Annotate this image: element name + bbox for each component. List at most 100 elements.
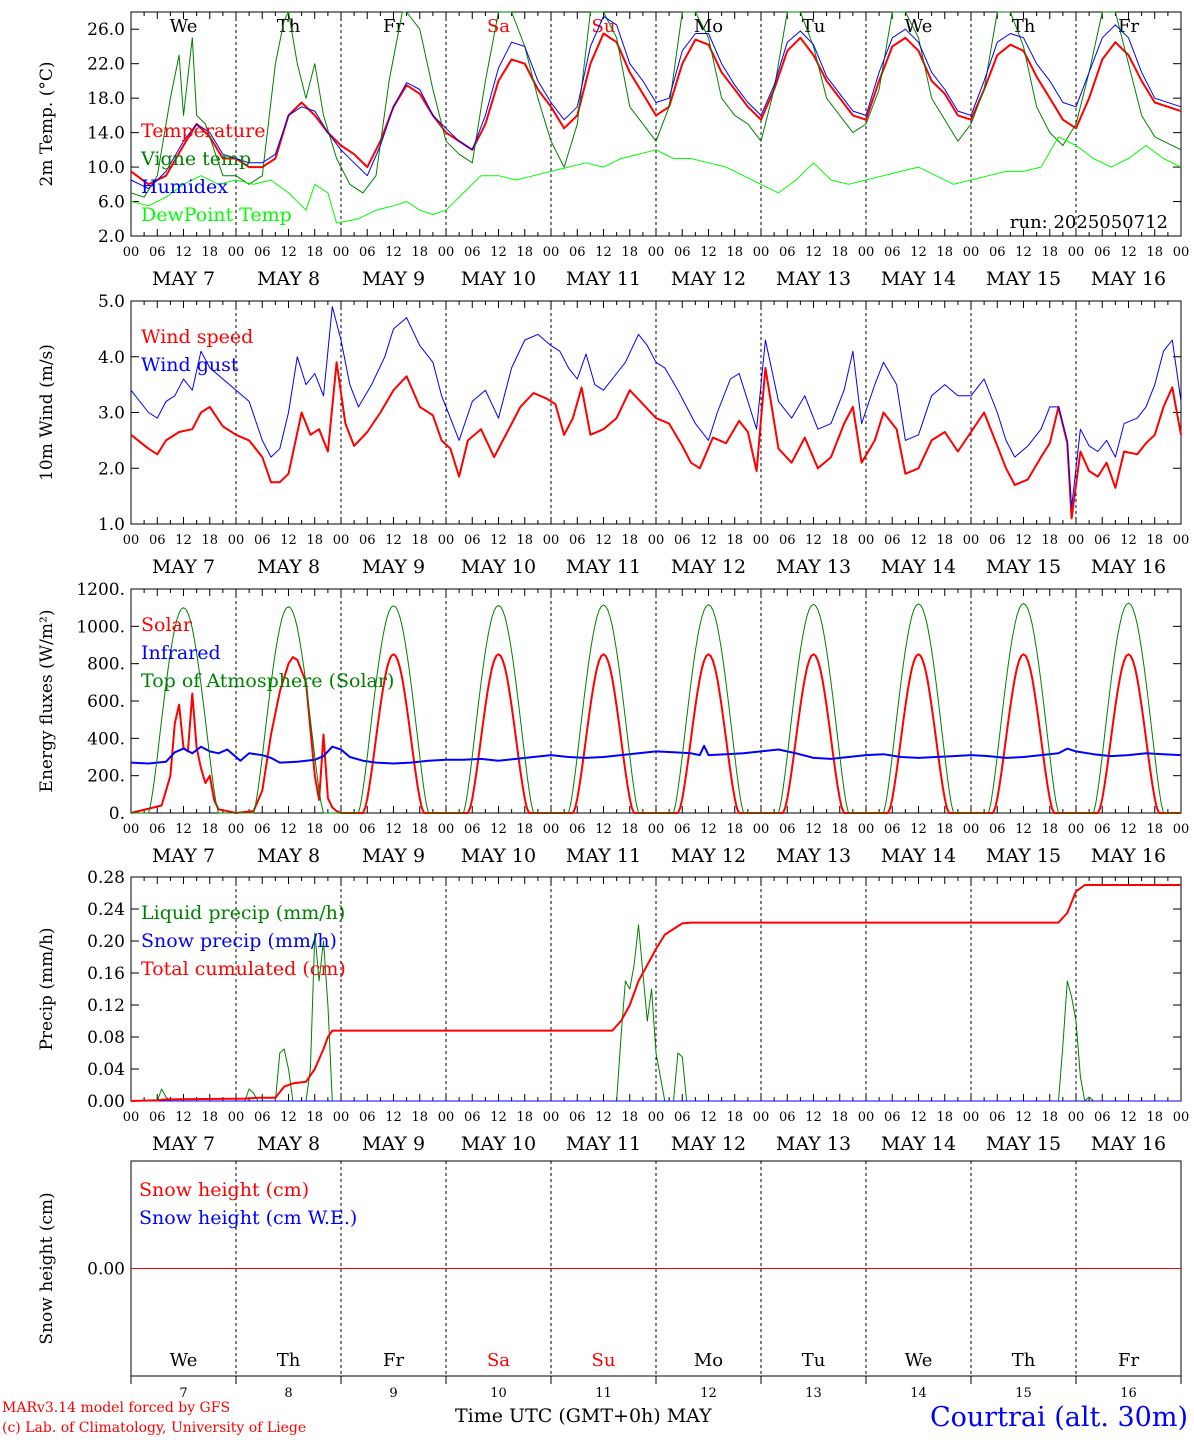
hour-tick-label: 12: [490, 822, 507, 837]
y-tick-label: 0.: [109, 804, 125, 824]
series-temperature: [130, 32, 1182, 186]
panel-frame-energy: [130, 588, 1182, 814]
hour-tick-label: 12: [175, 245, 192, 260]
date-label: MAY 9: [362, 845, 425, 867]
hour-tick-label: 12: [1120, 245, 1137, 260]
hour-tick-label: 18: [516, 1110, 533, 1125]
hour-tick-label: 18: [1041, 533, 1058, 548]
y-tick-label: 0.12: [87, 996, 125, 1016]
hour-tick-label: 06: [779, 822, 796, 837]
hour-tick-label: 00: [438, 1110, 455, 1125]
legend-entry: Snow height (cm W.E.): [139, 1207, 357, 1229]
hour-tick-label: 06: [569, 1110, 586, 1125]
date-label: MAY 13: [776, 1133, 851, 1155]
day-number-label: 7: [179, 1386, 187, 1401]
y-tick-label: 0.04: [87, 1060, 125, 1080]
date-label: MAY 16: [1091, 556, 1166, 578]
y-axis-label: 2m Temp. (°C): [37, 61, 57, 186]
y-axis-label: 10m Wind (m/s): [37, 344, 57, 481]
hour-tick-label: 12: [1015, 1110, 1032, 1125]
hour-tick-label: 18: [1146, 533, 1163, 548]
hour-tick-label: 00: [648, 822, 665, 837]
hour-tick-label: 18: [621, 533, 638, 548]
weekday-label: Mo: [694, 1350, 723, 1371]
hour-tick-label: 06: [359, 822, 376, 837]
day-number-label: 9: [389, 1386, 397, 1401]
hour-tick-label: 12: [490, 533, 507, 548]
hour-tick-label: 18: [1146, 245, 1163, 260]
hour-tick-label: 06: [884, 245, 901, 260]
day-number-label: 13: [805, 1386, 822, 1401]
weekday-label: Fr: [383, 1350, 404, 1371]
date-label: MAY 13: [776, 556, 851, 578]
y-tick-label: 0.20: [87, 932, 125, 952]
hour-tick-label: 18: [516, 822, 533, 837]
date-label: MAY 16: [1091, 268, 1166, 290]
legend-entry: Liquid precip (mm/h): [141, 902, 345, 924]
station-label: Courtrai (alt. 30m): [929, 1402, 1188, 1433]
hour-tick-label: 00: [1068, 245, 1085, 260]
hour-tick-label: 12: [175, 1110, 192, 1125]
hour-tick-label: 06: [674, 245, 691, 260]
hour-tick-label: 00: [228, 245, 245, 260]
hour-tick-label: 00: [123, 533, 140, 548]
date-label: MAY 10: [461, 556, 536, 578]
weekday-label: We: [170, 1350, 198, 1371]
hour-tick-label: 12: [700, 1110, 717, 1125]
hour-tick-label: 00: [333, 245, 350, 260]
hour-tick-label: 18: [831, 245, 848, 260]
date-label: MAY 7: [152, 845, 215, 867]
hour-tick-label: 18: [201, 822, 218, 837]
hour-tick-label: 06: [569, 533, 586, 548]
hour-tick-label: 18: [516, 245, 533, 260]
date-label: MAY 7: [152, 1133, 215, 1155]
hour-tick-label: 12: [280, 245, 297, 260]
y-tick-label: 0.28: [87, 868, 125, 888]
run-label: run: 2025050712: [1010, 212, 1168, 233]
date-label: MAY 11: [566, 556, 641, 578]
legend-entry: Wind speed: [141, 326, 253, 348]
hour-tick-label: 18: [306, 245, 323, 260]
hour-tick-label: 06: [149, 245, 166, 260]
date-label: MAY 14: [881, 845, 956, 867]
hour-tick-label: 12: [175, 533, 192, 548]
hour-tick-label: 12: [280, 533, 297, 548]
y-tick-label: 800.: [87, 655, 125, 675]
hour-tick-label: 00: [543, 1110, 560, 1125]
hour-tick-label: 00: [753, 1110, 770, 1125]
y-tick-label: 0.00: [87, 1260, 125, 1280]
hour-tick-label: 06: [884, 1110, 901, 1125]
hour-tick-label: 06: [359, 533, 376, 548]
legend-entry: Total cumulated (cm): [141, 958, 346, 980]
hour-tick-label: 06: [1094, 1110, 1111, 1125]
hour-tick-label: 12: [1120, 1110, 1137, 1125]
hour-tick-label: 18: [936, 533, 953, 548]
y-tick-label: 14.0: [87, 124, 125, 144]
hour-tick-label: 12: [280, 822, 297, 837]
hour-tick-label: 00: [648, 533, 665, 548]
hour-tick-label: 18: [831, 822, 848, 837]
date-label: MAY 9: [362, 556, 425, 578]
hour-tick-label: 18: [936, 245, 953, 260]
weekday-label: Mo: [694, 16, 723, 37]
hour-tick-label: 00: [333, 1110, 350, 1125]
date-label: MAY 15: [986, 1133, 1061, 1155]
date-label: MAY 7: [152, 268, 215, 290]
y-tick-label: 5.0: [98, 292, 125, 312]
hour-tick-label: 18: [831, 533, 848, 548]
hour-tick-label: 18: [411, 245, 428, 260]
hour-tick-label: 06: [464, 533, 481, 548]
legend-entry: Snow height (cm): [139, 1179, 309, 1201]
weekday-label: Sa: [487, 1350, 510, 1371]
hour-tick-label: 18: [1146, 1110, 1163, 1125]
hour-tick-label: 06: [569, 822, 586, 837]
date-label: MAY 11: [566, 268, 641, 290]
hour-tick-label: 12: [1120, 822, 1137, 837]
date-label: MAY 8: [257, 556, 320, 578]
hour-tick-label: 12: [490, 245, 507, 260]
hour-tick-label: 06: [674, 1110, 691, 1125]
y-tick-label: 0.16: [87, 964, 125, 984]
hour-tick-label: 12: [700, 245, 717, 260]
hour-tick-label: 00: [858, 822, 875, 837]
